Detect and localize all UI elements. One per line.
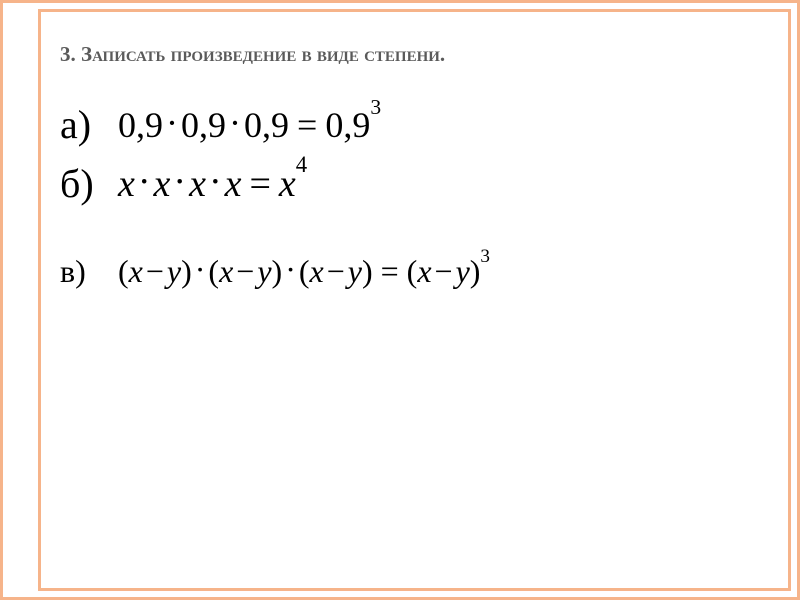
- row-c-label: в): [60, 253, 118, 290]
- row-c: в) (x−y)·(x−y)·(x−y)=(x−y)3: [60, 253, 760, 290]
- slide-title: 3. Записать произведение в виде степени.: [60, 42, 760, 67]
- row-b-label: б): [60, 160, 118, 207]
- row-b-math: x·x·x·x=x4: [118, 162, 307, 206]
- slide: 3. Записать произведение в виде степени.…: [0, 0, 800, 600]
- row-a: а) 0,9·0,9·0,9=0,93: [60, 101, 760, 148]
- row-a-math: 0,9·0,9·0,9=0,93: [118, 104, 381, 146]
- row-b: б) x·x·x·x=x4: [60, 160, 760, 207]
- row-c-math: (x−y)·(x−y)·(x−y)=(x−y)3: [118, 253, 490, 290]
- content-area: 3. Записать произведение в виде степени.…: [60, 42, 760, 302]
- row-a-label: а): [60, 101, 118, 148]
